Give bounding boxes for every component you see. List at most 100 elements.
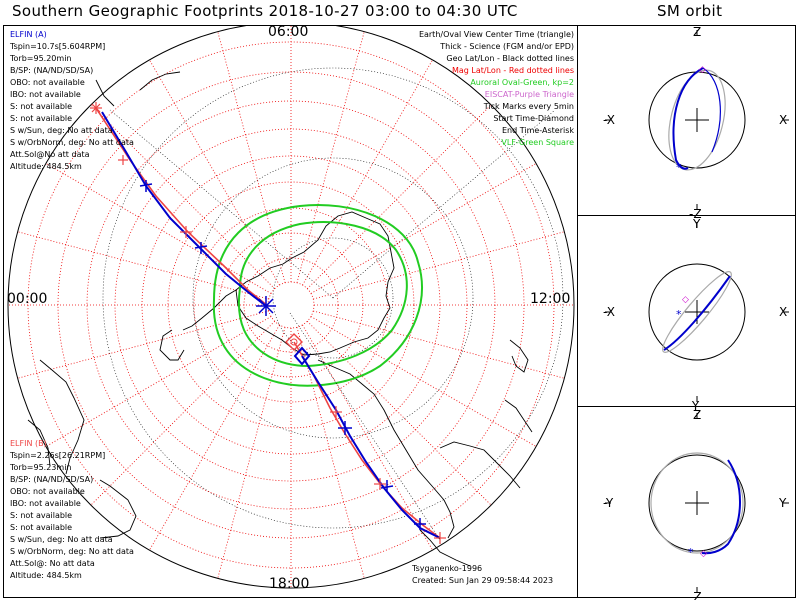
orbit-panel-title: SM orbit <box>657 2 723 20</box>
probe-a-start-diamond <box>293 346 311 366</box>
mag-longitude-line <box>149 324 280 551</box>
mlt-label-18: 18:00 <box>269 576 310 592</box>
probe-a-info: ELFIN (A) Tspin=10.7s[5.604RPM] Torb=95.20… <box>10 29 134 173</box>
legend-item: End Time-Asterisk <box>501 126 574 135</box>
probe-a-line: S w/OrbNorm, deg: No att data <box>10 138 134 147</box>
orbit-end-marker: * <box>688 546 694 559</box>
probe-b-line: Torb=95.23min <box>10 463 72 472</box>
orbit-axis-label: Y <box>778 496 787 510</box>
orbit-end-marker: * <box>676 161 682 174</box>
probe-a-ticks <box>139 180 426 530</box>
mag-longitude-line <box>17 231 269 300</box>
legend-item: Auroral Oval-Green, kp=2 <box>470 78 574 87</box>
mag-longitude-line <box>306 320 492 506</box>
orbit-track-a <box>663 275 731 351</box>
mag-longitude-line <box>217 31 286 283</box>
model-credit: Tsyganenko-1996 <box>412 564 483 573</box>
legend-item: EISCAT-Purple Triangle <box>484 90 574 99</box>
probe-a-line: B/SP: (NA/ND/SD/SA) <box>10 66 94 75</box>
probe-b-line: Tspin=2.26s[26.21RPM] <box>10 451 106 460</box>
probe-a-track <box>101 111 441 539</box>
probe-b-line: B/SP: (NA/ND/SD/SA) <box>10 475 94 484</box>
orbit-axis-label: -Z <box>689 207 702 221</box>
orbit-axis-label: Z <box>693 25 701 39</box>
mag-longitude-line <box>310 316 537 447</box>
probe-b-line: Altitude: 484.5km <box>10 571 82 580</box>
mag-longitude-line <box>45 163 272 294</box>
geo-grid <box>102 67 564 529</box>
mag-longitude-line <box>90 320 276 506</box>
mag-longitude-line <box>149 59 280 286</box>
mag-longitude-line <box>302 59 433 286</box>
mag-longitude-line <box>17 310 269 379</box>
map-legend: Earth/Oval View Center Time (triangle) Th… <box>419 29 574 149</box>
orbit-start-marker: ◇ <box>682 295 689 305</box>
legend-item: Tick Marks every 5min <box>483 102 574 111</box>
mag-longitude-line <box>310 163 537 294</box>
orbit-earth-circle <box>648 454 746 552</box>
legend-item: Mag Lat/Lon - Red dotted lines <box>451 66 574 75</box>
probe-b-line: S w/Sun, deg: No att data <box>10 535 113 544</box>
probe-b-end-asterisk <box>90 102 446 544</box>
orbit-earth-circle <box>648 263 746 361</box>
orbit-axis-label: -Y <box>603 496 614 510</box>
mag-longitude-line <box>302 324 433 551</box>
mlt-label-12: 12:00 <box>530 291 571 307</box>
mag-longitude-line <box>45 316 272 447</box>
legend-item: Thick - Science (FGM and/or EPD) <box>440 42 574 51</box>
probe-b-line: S w/OrbNorm, deg: No att data <box>10 547 134 556</box>
probe-b-start-diamond <box>285 333 303 351</box>
probe-a-end-asterisk <box>256 296 276 316</box>
mag-longitude-line <box>296 327 365 579</box>
probe-b-line: OBO: not available <box>10 487 85 496</box>
orbit-axis-label: -X <box>603 305 615 319</box>
mag-longitude-line <box>313 310 565 379</box>
probe-b-name: ELFIN (B) <box>10 439 47 448</box>
created-timestamp: Created: Sun Jan 29 09:58:44 2023 <box>412 576 554 585</box>
probe-a-name: ELFIN (A) <box>10 30 47 39</box>
orbit-axis-label: X <box>779 305 787 319</box>
orbit-track-a <box>672 67 704 170</box>
probe-b-ticks <box>118 155 386 490</box>
probe-a-line: OBO: not available <box>10 78 85 87</box>
probe-b-info: ELFIN (B) Tspin=2.26s[26.21RPM] Torb=95.23… <box>10 438 134 582</box>
orbit-end-marker: * <box>676 308 682 321</box>
orbit-axis-label: -Y <box>689 399 700 413</box>
orbit-ghost <box>662 271 732 353</box>
mag-longitude-line <box>306 104 492 290</box>
mag-longitude-line <box>313 231 565 300</box>
orbit-axis-label: -Z <box>689 590 702 600</box>
mlt-label-00: 00:00 <box>7 291 48 307</box>
orbit-track-a-far <box>702 67 721 153</box>
probe-b-line: Att.Sol@: No att data <box>10 559 95 568</box>
legend-item: Geo Lat/Lon - Black dotted lines <box>446 54 574 63</box>
orbit-start-marker: ◇ <box>700 549 707 559</box>
geo-meridian-segment <box>289 312 441 541</box>
mag-grid <box>8 26 574 588</box>
mag-longitude-line <box>296 31 365 283</box>
orbit-axis-label: Z <box>693 408 701 422</box>
mlt-label-06: 06:00 <box>268 24 309 40</box>
orbit-start-marker: ◇ <box>699 65 706 75</box>
probe-a-line: S w/Sun, deg: No att data <box>10 126 113 135</box>
probe-a-line: Torb=95.20min <box>10 54 72 63</box>
mag-longitude-line <box>217 327 286 579</box>
legend-item: VLF-Green Square <box>501 138 574 147</box>
probe-b-line: IBO: not available <box>10 499 81 508</box>
probe-b-line: S: not available <box>10 511 73 520</box>
coastlines <box>27 71 533 567</box>
mag-longitude-line <box>90 104 276 290</box>
legend-item: Earth/Oval View Center Time (triangle) <box>418 30 574 39</box>
probe-b-start-marker <box>290 338 298 346</box>
probe-a-line: Altitude: 484.5km <box>10 162 82 171</box>
orbit-axis-label: -X <box>603 113 615 127</box>
probe-a-line: Tspin=10.7s[5.604RPM] <box>10 42 106 51</box>
probe-a-line: S: not available <box>10 114 73 123</box>
orbit-track-a <box>701 459 741 555</box>
probe-a-line: S: not available <box>10 102 73 111</box>
orbit-axis-label: Y <box>692 217 701 231</box>
probe-a-line: IBO: not available <box>10 90 81 99</box>
credits: Tsyganenko-1996 Created: Sun Jan 29 09:5… <box>412 563 553 587</box>
probe-b-line: S: not available <box>10 523 73 532</box>
